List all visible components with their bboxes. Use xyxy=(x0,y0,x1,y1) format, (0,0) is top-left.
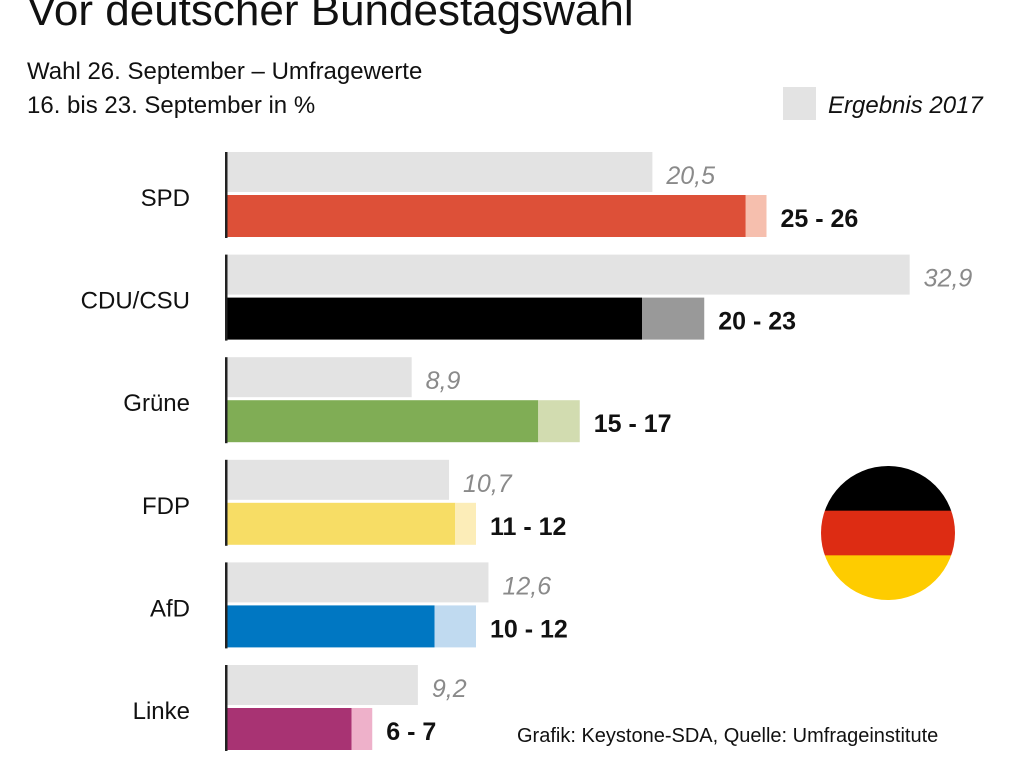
value-label-2017: 32,9 xyxy=(924,265,973,293)
bar-2017 xyxy=(227,357,412,398)
bar-poll-low xyxy=(227,502,456,545)
german-flag-icon-stripe xyxy=(821,466,955,512)
category-label: SPD xyxy=(141,185,190,212)
chart-subtitle-2: 16. bis 23. September in % xyxy=(27,92,316,119)
value-label-poll: 20 - 23 xyxy=(718,308,796,336)
value-label-poll: 6 - 7 xyxy=(386,718,436,746)
bar-poll-low xyxy=(227,400,539,443)
source-note: Grafik: Keystone-SDA, Quelle: Umfrageins… xyxy=(517,725,939,747)
chart-subtitle: Wahl 26. September – Umfragewerte xyxy=(27,58,423,85)
value-label-2017: 20,5 xyxy=(665,162,715,190)
bar-poll-low xyxy=(227,708,352,750)
bar-poll-range xyxy=(351,708,373,750)
bar-poll-range xyxy=(745,195,767,237)
bar-poll-low xyxy=(227,605,435,648)
value-label-poll: 25 - 26 xyxy=(781,205,859,233)
value-label-poll: 11 - 12 xyxy=(490,513,566,541)
value-label-2017: 12,6 xyxy=(502,572,551,600)
category-label: FDP xyxy=(142,493,190,520)
bar-2017 xyxy=(227,665,418,705)
bar-2017 xyxy=(227,254,910,295)
value-label-2017: 10,7 xyxy=(463,470,513,498)
bar-2017 xyxy=(227,459,450,500)
german-flag-icon-stripe xyxy=(821,555,955,600)
bar-poll-range xyxy=(538,400,580,443)
value-label-2017: 9,2 xyxy=(432,675,467,703)
axis-line xyxy=(225,459,228,546)
bar-poll-range xyxy=(642,297,705,340)
axis-line xyxy=(225,357,228,444)
category-label: CDU/CSU xyxy=(81,288,190,315)
bar-2017 xyxy=(227,562,489,603)
bar-poll-range xyxy=(434,605,476,648)
bar-poll-low xyxy=(227,297,642,340)
category-label: AfD xyxy=(150,595,190,622)
legend-label: Ergebnis 2017 xyxy=(828,92,983,119)
category-label: Linke xyxy=(133,698,190,725)
value-label-poll: 15 - 17 xyxy=(594,410,672,438)
value-label-poll: 10 - 12 xyxy=(490,615,568,643)
axis-line xyxy=(225,665,228,751)
category-label: Grüne xyxy=(123,390,190,417)
axis-line xyxy=(225,152,228,238)
axis-line xyxy=(225,254,228,341)
legend-swatch xyxy=(783,87,816,120)
german-flag-icon-stripe xyxy=(821,510,955,556)
axis-line xyxy=(225,562,228,649)
bar-2017 xyxy=(227,152,653,192)
value-label-2017: 8,9 xyxy=(426,367,461,395)
bar-poll-low xyxy=(227,195,746,237)
chart-title: Vor deutscher Bundestagswahl xyxy=(27,0,634,35)
bar-poll-range xyxy=(455,502,476,545)
